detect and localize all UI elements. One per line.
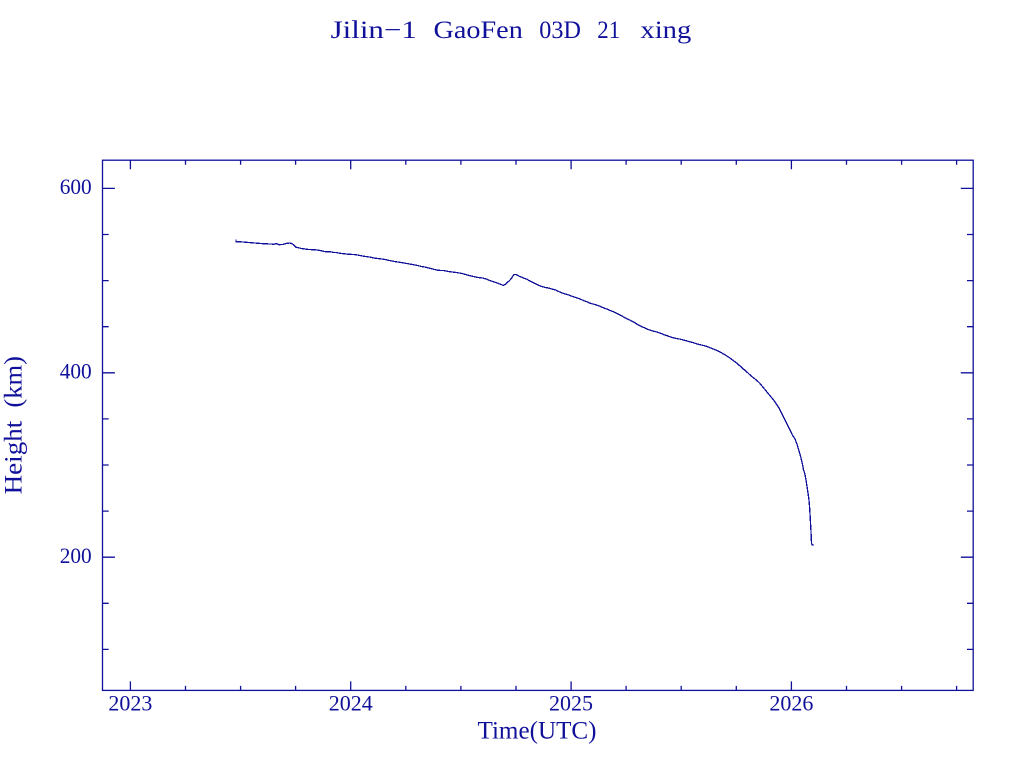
svg-text:400: 400 (60, 359, 92, 384)
svg-text:03D: 03D (539, 17, 581, 44)
svg-text:2025: 2025 (549, 690, 593, 715)
svg-text:Jilin−1: Jilin−1 (331, 17, 417, 44)
svg-text:Time(UTC): Time(UTC) (478, 717, 597, 744)
svg-text:2026: 2026 (769, 690, 813, 715)
svg-text:GaoFen: GaoFen (434, 17, 524, 44)
svg-text:(km): (km) (1, 356, 28, 408)
svg-text:600: 600 (60, 174, 92, 199)
svg-text:2023: 2023 (108, 690, 152, 715)
svg-text:xing: xing (640, 17, 691, 44)
svg-text:21: 21 (597, 17, 620, 44)
svg-text:200: 200 (60, 543, 92, 568)
svg-text:2024: 2024 (329, 690, 373, 715)
svg-text:Height: Height (1, 421, 28, 495)
